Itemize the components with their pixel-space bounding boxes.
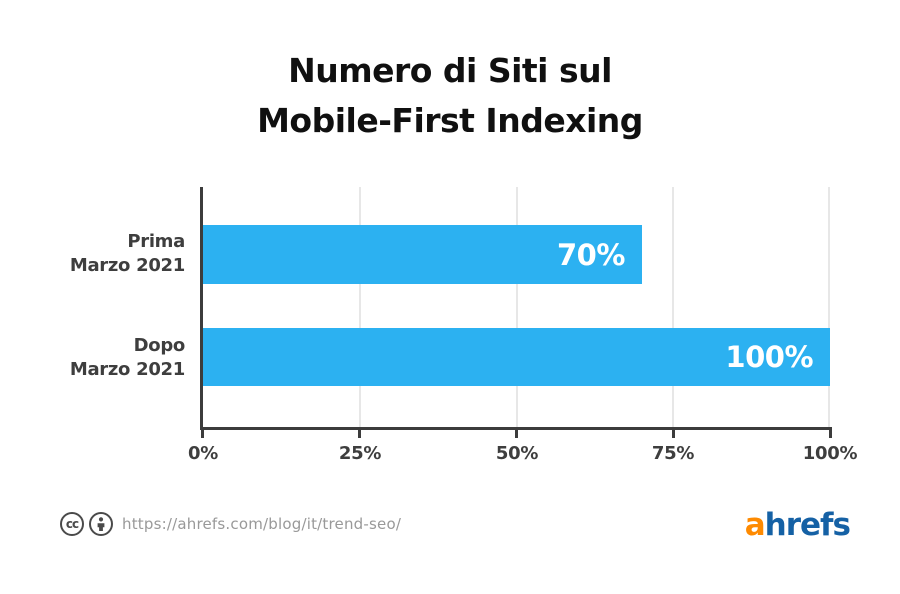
gridline-50 xyxy=(515,187,518,427)
source-url: https://ahrefs.com/blog/it/trend-seo/ xyxy=(122,515,402,533)
chart-title-line1: Numero di Siti sul xyxy=(288,51,612,90)
x-tick-75 xyxy=(672,430,675,438)
gridline-25 xyxy=(358,187,361,427)
ahrefs-logo-hrefs: hrefs xyxy=(764,507,851,543)
attribution-person-icon xyxy=(89,512,113,536)
category-label-line: Marzo 2021 xyxy=(69,359,185,380)
chart-title-line2: Mobile-First Indexing xyxy=(257,101,643,140)
bar-value-label: 70% xyxy=(556,237,625,272)
bar-value-label: 100% xyxy=(725,340,813,374)
x-tick-0 xyxy=(201,430,204,438)
cc-icon-glyph: cc xyxy=(65,516,79,531)
gridline-75 xyxy=(672,187,675,427)
category-label-line: Prima xyxy=(127,231,185,252)
category-label-line: Marzo 2021 xyxy=(69,255,185,276)
category-label-prima: Prima Marzo 2021 xyxy=(0,230,185,278)
x-tick-label-25: 25% xyxy=(338,443,382,464)
cc-icon: cc xyxy=(60,512,84,536)
ahrefs-logo-a: a xyxy=(744,507,766,543)
footer: cc https://ahrefs.com/blog/it/trend-seo/… xyxy=(0,505,900,545)
attribution-person-glyph xyxy=(97,517,105,531)
x-tick-label-75: 75% xyxy=(651,443,695,464)
chart-title: Numero di Siti sul Mobile-First Indexing xyxy=(0,46,900,146)
x-tick-label-50: 50% xyxy=(495,443,539,464)
category-label-dopo: Dopo Marzo 2021 xyxy=(0,334,185,382)
y-axis-line xyxy=(200,187,203,428)
gridline-100 xyxy=(828,187,830,427)
ahrefs-logo: ahrefs xyxy=(744,507,851,543)
x-tick-50 xyxy=(515,430,518,438)
x-axis-line xyxy=(200,427,832,430)
x-tick-label-100: 100% xyxy=(802,443,858,464)
x-tick-25 xyxy=(358,430,361,438)
x-tick-label-0: 0% xyxy=(188,443,218,464)
bar-prima-marzo-2021: 70% xyxy=(203,225,642,284)
x-tick-100 xyxy=(829,430,832,438)
plot-area: 70% 100% xyxy=(203,187,830,427)
bar-dopo-marzo-2021: 100% xyxy=(203,328,830,386)
category-label-line: Dopo xyxy=(133,335,186,356)
